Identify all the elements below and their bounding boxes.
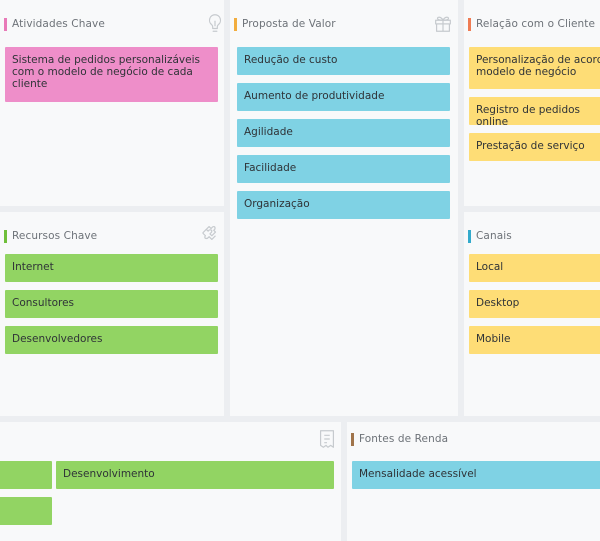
proposta-note[interactable]: Organização	[237, 191, 450, 219]
canais-note[interactable]: Local	[469, 254, 600, 282]
panel-fontes-de-renda: Fontes de Renda Mensalidade acessível	[347, 422, 600, 541]
canais-color-bar	[468, 229, 471, 243]
proposta-note[interactable]: Redução de custo	[237, 47, 450, 75]
panel-canais: Canais Local Desktop Mobile	[464, 212, 600, 416]
recursos-note[interactable]: Consultores	[5, 290, 218, 318]
proposta-note[interactable]: Agilidade	[237, 119, 450, 147]
recursos-color-bar	[4, 229, 7, 243]
custos-note[interactable]	[0, 461, 52, 489]
proposta-title: Proposta de Valor	[242, 18, 336, 30]
proposta-note[interactable]: Facilidade	[237, 155, 450, 183]
lightbulb-icon	[204, 12, 224, 34]
fontes-header: Fontes de Renda	[351, 432, 448, 446]
custos-note[interactable]: Desenvolvimento	[56, 461, 334, 489]
atividades-header: Atividades Chave	[4, 17, 105, 31]
atividades-title: Atividades Chave	[12, 18, 105, 30]
relacao-title: Relação com o Cliente	[476, 18, 596, 30]
recursos-header: Recursos Chave	[4, 229, 97, 243]
relacao-note[interactable]: Personalização de acordo modelo de negóc…	[469, 47, 600, 89]
fontes-color-bar	[351, 432, 354, 446]
panel-estrutura-de-custos: Desenvolvimento	[0, 422, 341, 541]
proposta-header: Proposta de Valor	[234, 17, 336, 31]
proposta-note[interactable]: Aumento de produtividade	[237, 83, 450, 111]
recursos-title: Recursos Chave	[12, 230, 98, 242]
relacao-header: Relação com o Cliente	[468, 17, 595, 31]
relacao-note[interactable]: Prestação de serviço	[469, 133, 600, 161]
fontes-title: Fontes de Renda	[359, 433, 449, 445]
panel-relacao-com-cliente: Relação com o Cliente Personalização de …	[464, 0, 600, 206]
fontes-note[interactable]: Mensalidade acessível	[352, 461, 600, 489]
relacao-note[interactable]: Registro de pedidos online	[469, 97, 600, 125]
canais-note[interactable]: Mobile	[469, 326, 600, 354]
atividades-color-bar	[4, 17, 7, 31]
proposta-color-bar	[234, 17, 237, 31]
custos-note[interactable]	[0, 497, 52, 525]
recursos-note[interactable]: Desenvolvedores	[5, 326, 218, 354]
panel-recursos-chave: Recursos Chave Internet Consultores Dese…	[0, 212, 224, 416]
receipt-icon	[316, 428, 338, 450]
relacao-color-bar	[468, 17, 471, 31]
atividades-note[interactable]: Sistema de pedidos personalizáveis com o…	[5, 47, 218, 102]
canais-header: Canais	[468, 229, 512, 243]
panel-proposta-de-valor: Proposta de Valor Redução de custo Aumen…	[230, 0, 458, 416]
puzzle-icon	[199, 222, 221, 244]
panel-atividades-chave: Atividades Chave Sistema de pedidos pers…	[0, 0, 224, 206]
canais-title: Canais	[476, 230, 512, 242]
canais-note[interactable]: Desktop	[469, 290, 600, 318]
recursos-note[interactable]: Internet	[5, 254, 218, 282]
gift-icon	[432, 12, 454, 34]
